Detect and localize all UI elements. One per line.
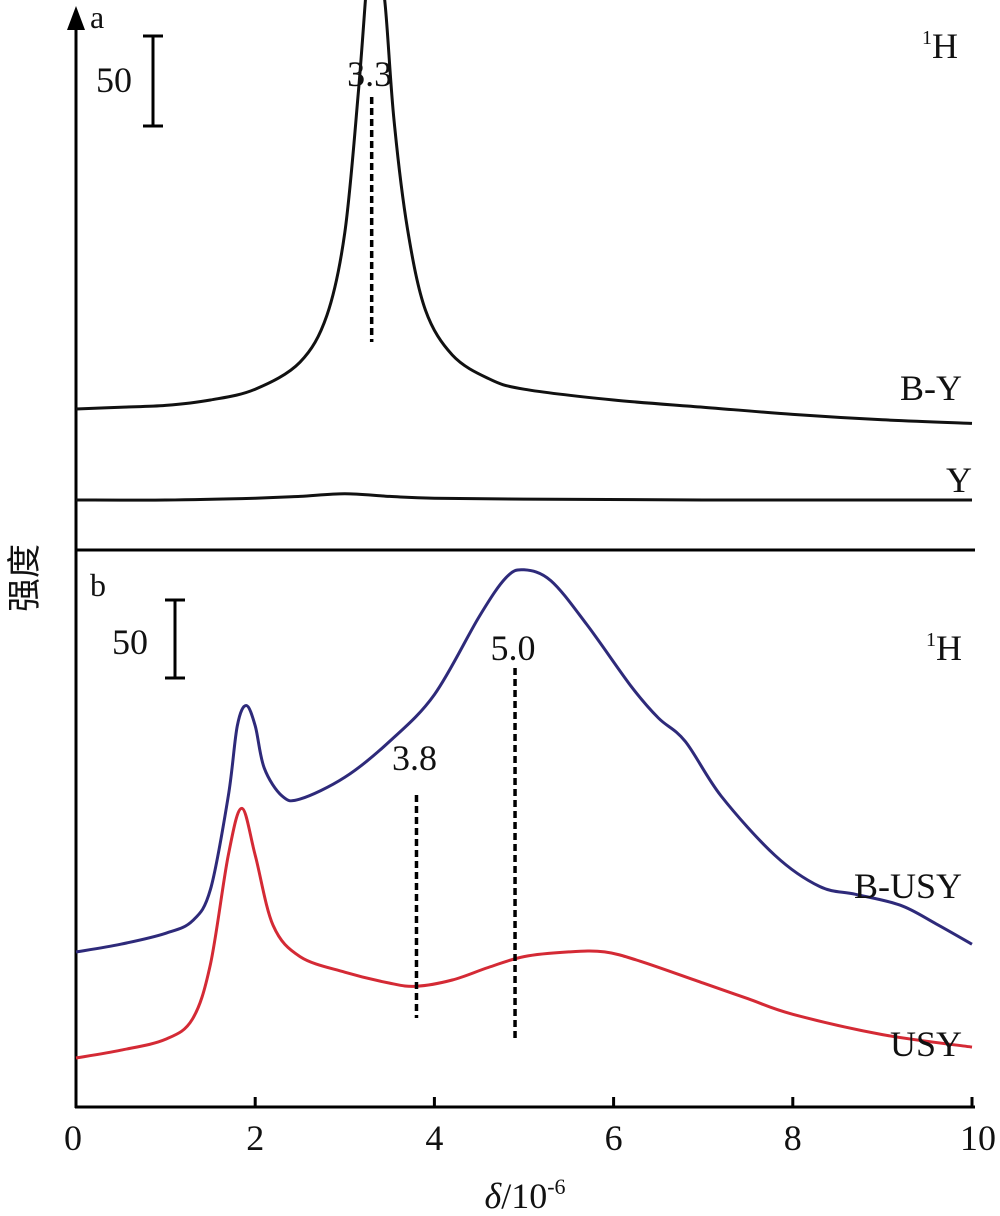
series-label-y: Y	[946, 460, 972, 500]
series-line-usy	[75, 806, 973, 1060]
series-layer: B-Y Y B-USY USY	[75, 0, 973, 1064]
annotation-layer: 3.3 3.8 5.0	[347, 54, 536, 1042]
panel-b-nucleus-label: 1H	[926, 628, 962, 668]
panel-b-scale-label: 50	[112, 622, 148, 662]
panel-a-scale-label: 50	[96, 60, 132, 100]
x-tick-label: 6	[605, 1118, 623, 1158]
panel-a-scale-bar: 50	[96, 34, 163, 128]
y-axis-arrow	[67, 6, 85, 30]
panel-b-scale-bar: 50	[112, 598, 185, 680]
x-axis-label: δ/10-6	[484, 1174, 565, 1216]
x-tick-label: 2	[246, 1118, 264, 1158]
series-label-usy: USY	[890, 1024, 962, 1064]
series-line-b-usy	[75, 568, 973, 954]
y-axis-label: 强度	[6, 544, 44, 612]
peak-marker-label: 3.8	[392, 738, 437, 778]
x-tick-label: 8	[784, 1118, 802, 1158]
panel-b-label: b	[90, 567, 106, 603]
x-tick-label: 4	[425, 1118, 443, 1158]
panel-a-label: a	[90, 0, 104, 35]
peak-marker-label: 5.0	[491, 628, 536, 668]
series-line-y	[75, 492, 973, 502]
x-ticks: 0 2 4 6 8 10	[64, 1097, 996, 1158]
panel-a-nucleus-label: 1H	[922, 26, 958, 66]
x-tick-label: 0	[64, 1118, 82, 1158]
peak-marker-label: 3.3	[347, 54, 392, 94]
x-tick-label: 10	[960, 1118, 996, 1158]
series-label-b-usy: B-USY	[854, 866, 962, 906]
series-label-b-y: B-Y	[900, 368, 962, 408]
series-line-b-y	[75, 0, 973, 425]
